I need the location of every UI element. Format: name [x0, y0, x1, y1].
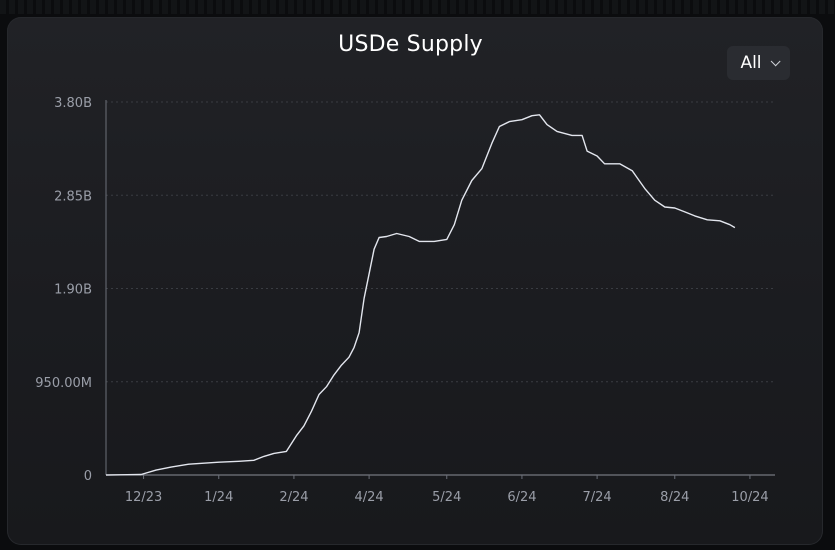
line-layer — [105, 114, 736, 476]
x-tick-label: 1/24 — [204, 490, 233, 505]
label-layer: 0 950.00M 1.90B 2.85B 3.80B 12/23 1/24 2/24 4/24… — [35, 96, 768, 505]
x-tick-label: 8/24 — [660, 490, 689, 505]
x-tick-label: 12/23 — [125, 490, 162, 505]
y-tick-label: 1.90B — [54, 283, 92, 298]
series-line — [105, 114, 736, 476]
chart-title: USDe Supply — [338, 32, 483, 57]
x-tick-label: 2/24 — [279, 490, 308, 505]
y-tick-label: 0 — [84, 469, 92, 484]
x-tick-label: 4/24 — [354, 490, 383, 505]
background-pattern — [0, 0, 835, 14]
chart-card — [7, 17, 823, 545]
x-tick-label: 10/24 — [731, 490, 768, 505]
time-range-selected: All — [740, 53, 762, 73]
time-range-dropdown[interactable]: All — [727, 46, 790, 80]
x-tick-label: 5/24 — [432, 490, 461, 505]
y-tick-label: 2.85B — [54, 189, 92, 204]
grid-layer — [106, 101, 775, 383]
y-tick-label: 3.80B — [54, 96, 92, 111]
axis-layer — [105, 100, 775, 479]
y-tick-label: 950.00M — [35, 376, 92, 391]
x-tick-label: 7/24 — [582, 490, 611, 505]
x-tick-label: 6/24 — [507, 490, 536, 505]
